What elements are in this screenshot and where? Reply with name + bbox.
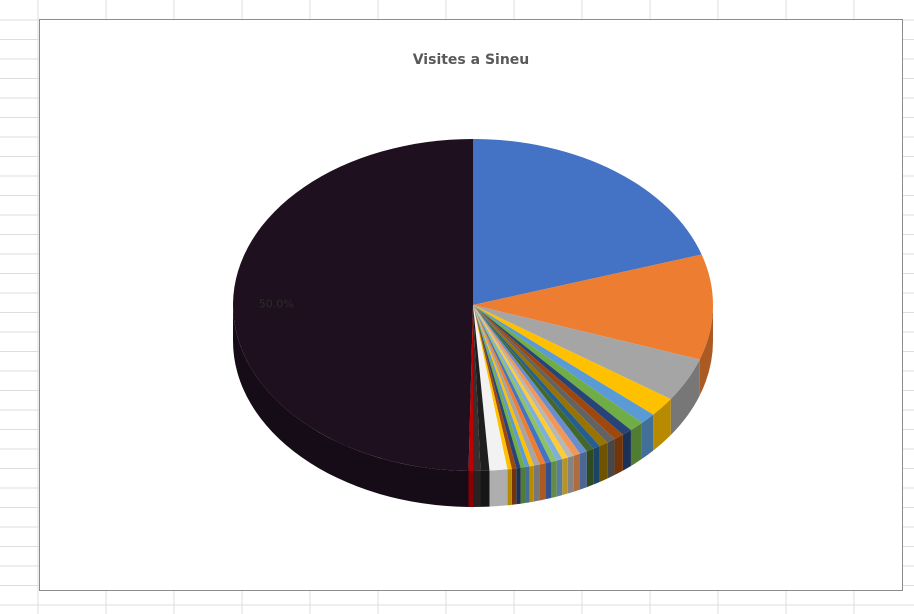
pie-slice-20[interactable] — [473, 305, 546, 465]
pie-slice-32[interactable] — [233, 139, 473, 471]
pie-slice-17[interactable] — [473, 305, 563, 461]
pie-slice-19[interactable] — [473, 305, 552, 464]
pie-slice-9[interactable] — [473, 305, 615, 443]
pie-slice-23[interactable] — [473, 305, 530, 468]
pie-slice-side-2 — [699, 305, 713, 396]
pie-slice-side-27 — [507, 468, 512, 506]
pie-slice-side-3 — [670, 359, 700, 436]
pie-slice-side-26 — [511, 468, 517, 505]
pie-slice-side-17 — [556, 459, 563, 497]
pie-slice-side-16 — [562, 457, 568, 496]
pie-slice-side-28 — [489, 469, 508, 507]
pie-slice-side-20 — [539, 463, 546, 501]
pie-slice-24[interactable] — [473, 305, 526, 468]
pie-slice-13[interactable] — [473, 305, 587, 454]
pie-slice-side-10 — [599, 442, 608, 483]
chart-area[interactable]: Visites a Sineu 50.0% — [39, 19, 903, 591]
pie-slice-side-32 — [233, 305, 469, 507]
pie-slice-7[interactable] — [473, 305, 631, 435]
pie-slice-26[interactable] — [473, 305, 517, 469]
pie-slice-18[interactable] — [473, 305, 557, 462]
pie-slice-30[interactable] — [473, 305, 481, 472]
pie-slice-side-11 — [593, 446, 600, 485]
pie-slice-side-18 — [551, 460, 557, 498]
pie-slice-5[interactable] — [473, 305, 654, 423]
pie-slice-12[interactable] — [473, 305, 594, 452]
pie-slice-side-12 — [586, 448, 594, 488]
pie-slice-3[interactable] — [473, 305, 700, 400]
pie-slice-side-9 — [607, 439, 615, 479]
pie-slice-4[interactable] — [473, 305, 671, 415]
pie-slice-side-29 — [480, 470, 490, 507]
pie-slice-side-21 — [533, 464, 540, 502]
pie-slice-8[interactable] — [473, 305, 623, 440]
pie-slice-side-4 — [653, 399, 671, 451]
pie-slice-side-13 — [580, 451, 587, 490]
pie-slice-29[interactable] — [473, 305, 490, 471]
pie-chart: 50.0% — [233, 139, 714, 508]
pie-slice-side-5 — [641, 414, 654, 459]
pie-slice-27[interactable] — [473, 305, 512, 470]
pie-slice-11[interactable] — [473, 305, 600, 449]
pie-slice-31[interactable] — [468, 305, 473, 472]
pie-slice-side-8 — [614, 434, 623, 476]
pie-slice-side-24 — [520, 467, 526, 504]
pie-slice-1[interactable] — [473, 139, 702, 305]
chart-title: Visites a Sineu — [412, 52, 530, 68]
data-label-slice-32: 50.0% — [259, 298, 294, 311]
pie-slice-side-14 — [573, 453, 581, 492]
pie-slice-side-25 — [516, 467, 521, 505]
pie-slice-2[interactable] — [473, 254, 714, 360]
pie-slice-side-6 — [630, 422, 642, 466]
pie-slice-side-23 — [525, 466, 530, 504]
pie-slice-6[interactable] — [473, 305, 642, 430]
pie-slice-14[interactable] — [473, 305, 581, 456]
pie-slice-22[interactable] — [473, 305, 534, 467]
pie-slice-side-22 — [529, 465, 534, 503]
pie-slice-15[interactable] — [473, 305, 574, 458]
pie-slice-side-7 — [622, 429, 631, 471]
pie-slice-side-19 — [545, 461, 552, 500]
pie-slice-28[interactable] — [473, 305, 508, 471]
pie-slice-16[interactable] — [473, 305, 568, 460]
pie-slice-side-15 — [567, 455, 574, 494]
pie-slice-21[interactable] — [473, 305, 540, 466]
pie-slice-10[interactable] — [473, 305, 608, 447]
pie-slice-side-30 — [473, 470, 481, 508]
pie-slice-side-31 — [468, 470, 473, 508]
pie-slice-25[interactable] — [473, 305, 521, 469]
